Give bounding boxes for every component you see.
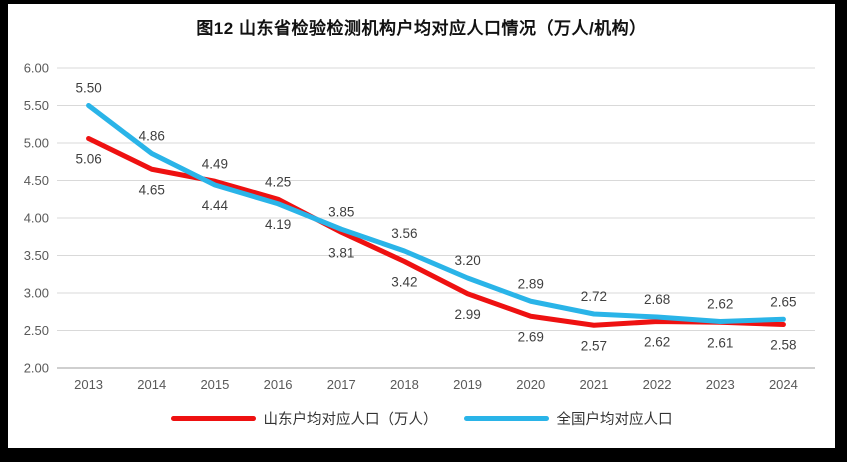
y-axis-tick-label: 3.50 — [24, 248, 49, 263]
line-chart: 2.00 2.50 3.00 3.50 4.00 4.50 5.00 5.50 6.00 2013… — [24, 61, 815, 392]
data-label: 4.19 — [265, 217, 291, 232]
data-label: 3.56 — [391, 226, 417, 241]
series-line-shandong — [86, 136, 786, 328]
data-label: 4.44 — [202, 198, 229, 213]
y-axis-tick-label: 5.50 — [24, 98, 49, 113]
x-axis-tick-label: 2015 — [200, 377, 229, 392]
data-label: 2.57 — [581, 338, 607, 353]
x-axis-tick-label: 2020 — [516, 377, 545, 392]
data-label: 4.49 — [202, 156, 228, 171]
y-axis-tick-label: 6.00 — [24, 61, 49, 76]
data-label: 2.69 — [518, 329, 544, 344]
data-label: 2.61 — [707, 335, 733, 350]
y-axis-tick-label: 2.00 — [24, 361, 49, 376]
data-label: 2.99 — [454, 307, 480, 322]
data-label: 5.06 — [75, 152, 101, 167]
data-label: 2.62 — [707, 297, 733, 312]
data-label: 2.68 — [644, 292, 670, 307]
x-axis-tick-label: 2019 — [453, 377, 482, 392]
y-axis-tick-label: 4.50 — [24, 173, 49, 188]
chart-title: 图12 山东省检验检测机构户均对应人口情况（万人/机构） — [196, 19, 647, 38]
data-label: 2.65 — [770, 294, 796, 309]
data-label: 2.62 — [644, 335, 670, 350]
data-label: 3.42 — [391, 275, 417, 290]
data-label: 2.58 — [770, 338, 796, 353]
legend-item-national: 全国户均对应人口 — [463, 408, 673, 429]
data-label: 4.65 — [139, 182, 165, 197]
data-label: 3.20 — [454, 253, 480, 268]
x-axis-tick-label: 2024 — [769, 377, 798, 392]
x-axis-tick-label: 2021 — [579, 377, 608, 392]
series-line-national — [86, 103, 786, 324]
legend-label-shandong: 山东户均对应人口（万人） — [263, 412, 438, 428]
legend-line-red-swatch — [170, 416, 256, 421]
y-axis-tick-label: 3.00 — [24, 286, 49, 301]
data-label: 2.72 — [581, 289, 607, 304]
legend-line-blue-swatch — [463, 416, 549, 421]
data-label: 4.86 — [139, 129, 165, 144]
legend-label-national: 全国户均对应人口 — [556, 412, 673, 428]
y-axis-tick-label: 2.50 — [24, 323, 49, 338]
x-axis-tick-label: 2017 — [327, 377, 356, 392]
data-label: 5.50 — [75, 81, 101, 96]
chart-panel: 2.00 2.50 3.00 3.50 4.00 4.50 5.00 5.50 6.00 2013… — [8, 4, 835, 448]
data-label: 2.89 — [518, 276, 544, 291]
x-axis-tick-label: 2014 — [137, 377, 166, 392]
y-axis-tick-label: 5.00 — [24, 136, 49, 151]
data-label: 3.85 — [328, 204, 354, 219]
chart-legend: 山东户均对应人口（万人） 全国户均对应人口 — [8, 408, 835, 429]
legend-item-shandong: 山东户均对应人口（万人） — [170, 408, 438, 429]
data-label: 3.81 — [328, 245, 354, 260]
x-axis-tick-label: 2013 — [74, 377, 103, 392]
x-axis-tick-label: 2016 — [264, 377, 293, 392]
x-axis-tick-label: 2022 — [643, 377, 672, 392]
data-label: 4.25 — [265, 174, 291, 189]
y-axis-tick-label: 4.00 — [24, 211, 49, 226]
x-axis-tick-label: 2023 — [706, 377, 735, 392]
x-axis-tick-label: 2018 — [390, 377, 419, 392]
